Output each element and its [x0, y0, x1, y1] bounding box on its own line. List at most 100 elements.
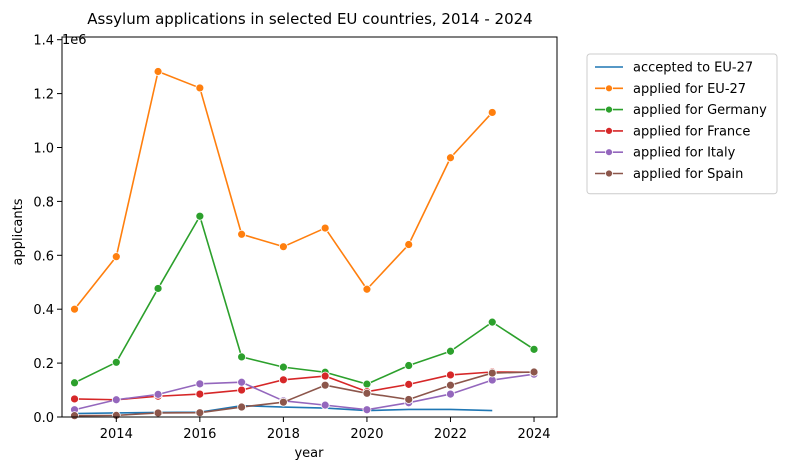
- x-axis-title: year: [294, 446, 324, 461]
- series-line: [74, 371, 535, 401]
- x-tick-label: 2020: [350, 427, 383, 442]
- legend-item: applied for Italy: [595, 146, 736, 161]
- y-axis-title: applicants: [11, 198, 26, 265]
- data-point: [237, 352, 247, 362]
- data-point: [446, 389, 455, 399]
- data-point: [195, 389, 205, 399]
- data-point: [70, 378, 79, 388]
- legend-marker: [605, 126, 613, 135]
- data-point: [404, 240, 414, 249]
- x-tick-label: 2014: [100, 427, 133, 442]
- data-point: [70, 304, 79, 314]
- data-point: [278, 397, 288, 407]
- data-point: [487, 368, 497, 378]
- series-3: [70, 367, 539, 405]
- data-point: [487, 108, 497, 117]
- legend-marker: [605, 84, 613, 93]
- legend-marker: [605, 169, 613, 178]
- data-point: [237, 229, 247, 239]
- series-line: [74, 404, 493, 415]
- y-tick-label: 0.6: [33, 249, 54, 264]
- y-tick-label: 0.4: [33, 303, 54, 318]
- series-5: [70, 367, 539, 421]
- data-point: [195, 83, 205, 93]
- legend-label: applied for EU-27: [633, 82, 746, 97]
- y-axis: 0.0 0.2 0.4 0.6 0.8 1.0 1.2 1.4: [33, 34, 62, 426]
- series-line: [74, 373, 535, 411]
- legend-item: accepted to EU-27: [595, 61, 753, 76]
- data-point: [153, 408, 163, 418]
- legend: accepted to EU-27 applied for EU-27 applie…: [586, 53, 778, 195]
- data-point: [362, 284, 372, 294]
- data-point: [446, 346, 455, 356]
- data-point: [278, 362, 288, 372]
- data-point: [153, 389, 163, 399]
- series-2: [70, 211, 539, 389]
- data-point: [404, 361, 414, 370]
- y-tick-label: 1.0: [33, 141, 54, 156]
- data-point: [404, 379, 414, 389]
- plot-frame: [61, 36, 558, 418]
- legend-label: applied for Germany: [633, 103, 767, 118]
- y-tick-label: 1.2: [33, 88, 54, 103]
- series-1: [70, 67, 497, 314]
- data-point: [111, 252, 121, 262]
- legend-label: applied for France: [633, 124, 750, 139]
- data-point: [70, 411, 79, 421]
- legend-marker: [605, 148, 613, 157]
- data-point: [195, 379, 205, 389]
- series-line: [74, 371, 535, 417]
- data-point: [487, 317, 497, 327]
- data-point: [362, 388, 372, 398]
- data-point: [362, 405, 372, 415]
- y-tick-label: 1.4: [33, 34, 54, 49]
- series-line: [74, 215, 535, 385]
- x-tick-label: 2018: [267, 427, 300, 442]
- y-tick-label: 0.8: [33, 195, 54, 210]
- x-tick-label: 2022: [434, 427, 467, 442]
- data-point: [111, 357, 121, 367]
- data-point: [320, 371, 330, 381]
- legend-box: [586, 53, 778, 195]
- legend-item: applied for Spain: [595, 167, 743, 182]
- data-point: [278, 242, 288, 252]
- y-offset-label: 1e6: [62, 33, 87, 48]
- data-point: [153, 67, 163, 76]
- legend-marker: [605, 105, 613, 114]
- y-tick-label: 0.0: [33, 411, 54, 426]
- legend-label: accepted to EU-27: [633, 61, 753, 76]
- legend-label: applied for Spain: [633, 167, 743, 182]
- legend-item: applied for Germany: [595, 103, 767, 118]
- x-axis: 2014 2016 2018 2020 2022 2024: [100, 417, 551, 442]
- x-tick-label: 2024: [517, 427, 550, 442]
- legend-item: applied for France: [595, 124, 750, 139]
- data-point: [529, 344, 539, 354]
- series-0: [74, 404, 493, 415]
- plot-area: [70, 67, 539, 421]
- data-point: [237, 385, 247, 395]
- legend-item: applied for EU-27: [595, 82, 746, 97]
- data-point: [446, 153, 455, 163]
- data-point: [153, 284, 163, 293]
- data-point: [404, 395, 414, 404]
- series-line: [73, 70, 493, 310]
- legend-label: applied for Italy: [633, 146, 736, 161]
- data-point: [320, 400, 330, 410]
- data-point: [278, 375, 288, 385]
- y-tick-label: 0.2: [33, 357, 54, 372]
- data-point: [320, 380, 330, 390]
- data-point: [362, 379, 372, 389]
- data-point: [446, 370, 455, 380]
- data-point: [237, 377, 247, 387]
- chart-title: Assylum applications in selected EU coun…: [87, 10, 532, 28]
- data-point: [195, 211, 205, 221]
- data-point: [111, 395, 121, 405]
- data-point: [446, 380, 455, 390]
- data-point: [70, 394, 79, 404]
- x-tick-label: 2016: [183, 427, 216, 442]
- data-point: [320, 223, 330, 233]
- data-point: [237, 402, 247, 412]
- data-point: [529, 367, 539, 377]
- data-point: [195, 408, 205, 418]
